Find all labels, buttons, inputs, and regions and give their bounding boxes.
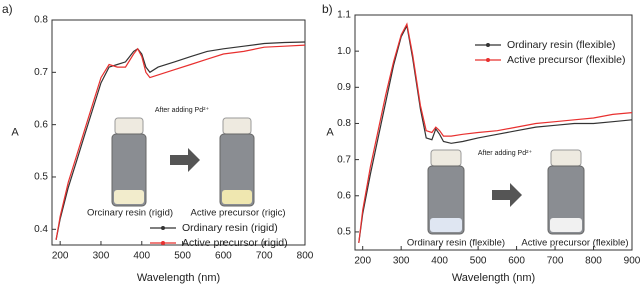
- x-tick-label: 800: [297, 251, 314, 262]
- vial-body: [427, 165, 465, 235]
- legend-marker: [486, 43, 490, 47]
- vial-cap: [550, 149, 582, 167]
- legend-marker: [486, 58, 490, 62]
- legend-marker: [161, 226, 165, 230]
- x-axis-label: Wavelength (nm): [137, 272, 220, 284]
- y-tick-label: 1.0: [337, 46, 351, 57]
- y-tick-label: 0.7: [34, 67, 48, 78]
- series-line: [358, 22, 633, 243]
- vial-cap: [222, 117, 252, 135]
- y-tick-label: 0.7: [337, 154, 351, 165]
- legend-label: Ordinary resin (rigid): [182, 222, 278, 234]
- x-tick-label: 500: [470, 256, 487, 267]
- y-tick-label: 1.1: [337, 10, 351, 21]
- y-tick-label: 0.5: [34, 172, 48, 183]
- y-tick-label: 0.6: [337, 190, 351, 201]
- x-tick-label: 300: [93, 251, 110, 262]
- arrow: [170, 148, 200, 172]
- legend-label: Ordinary resin (flexible): [507, 39, 616, 51]
- vial-body: [111, 133, 147, 207]
- y-tick-label: 0.6: [34, 119, 48, 130]
- panel-label: b): [322, 2, 333, 16]
- series-line: [358, 23, 633, 243]
- series-line: [55, 41, 306, 240]
- annotation: Active precursor (rigic): [190, 208, 285, 219]
- y-tick-label: 0.4: [34, 224, 48, 235]
- x-tick-label: 600: [215, 251, 232, 262]
- x-tick-label: 400: [431, 256, 448, 267]
- vial-body: [547, 165, 585, 235]
- y-axis-label: A: [11, 126, 19, 138]
- legend-label: Active precursor (rigid): [182, 237, 288, 249]
- x-tick-label: 500: [174, 251, 191, 262]
- x-tick-label: 200: [52, 251, 69, 262]
- y-tick-label: 0.5: [337, 227, 351, 238]
- annotation: After adding Pd²⁺: [155, 107, 210, 114]
- x-tick-label: 700: [547, 256, 564, 267]
- x-tick-label: 300: [393, 256, 410, 267]
- y-tick-label: 0.8: [34, 15, 48, 26]
- y-tick-label: 0.8: [337, 118, 351, 129]
- y-axis-label: A: [326, 126, 334, 138]
- y-tick-label: 0.9: [337, 82, 351, 93]
- legend-marker: [161, 241, 165, 245]
- vial-body: [219, 133, 255, 207]
- vial-liquid: [114, 190, 144, 204]
- plot-frame: [51, 19, 306, 246]
- vial-cap: [430, 149, 462, 167]
- panel-label: a): [2, 2, 13, 16]
- x-tick-label: 400: [133, 251, 150, 262]
- x-axis-label: Wavelength (nm): [452, 272, 535, 284]
- plot-frame: [354, 14, 633, 251]
- annotation: Orcinary resin (rigid): [87, 208, 173, 219]
- x-tick-label: 700: [256, 251, 273, 262]
- x-tick-label: 200: [354, 256, 371, 267]
- x-tick-label: 800: [585, 256, 602, 267]
- series-line: [55, 44, 306, 240]
- x-tick-label: 900: [624, 256, 640, 267]
- arrow: [492, 183, 522, 207]
- vial-cap: [114, 117, 144, 135]
- x-tick-label: 600: [508, 256, 525, 267]
- annotation: Active precursor (flexible): [521, 238, 628, 249]
- legend-label: Active precursor (flexible): [507, 54, 625, 66]
- vial-liquid: [430, 218, 462, 232]
- vial-liquid: [222, 190, 252, 204]
- vial-liquid: [550, 218, 582, 232]
- annotation: Ordinary resin (flexible): [407, 238, 505, 249]
- annotation: After adding Pd²⁺: [478, 150, 533, 157]
